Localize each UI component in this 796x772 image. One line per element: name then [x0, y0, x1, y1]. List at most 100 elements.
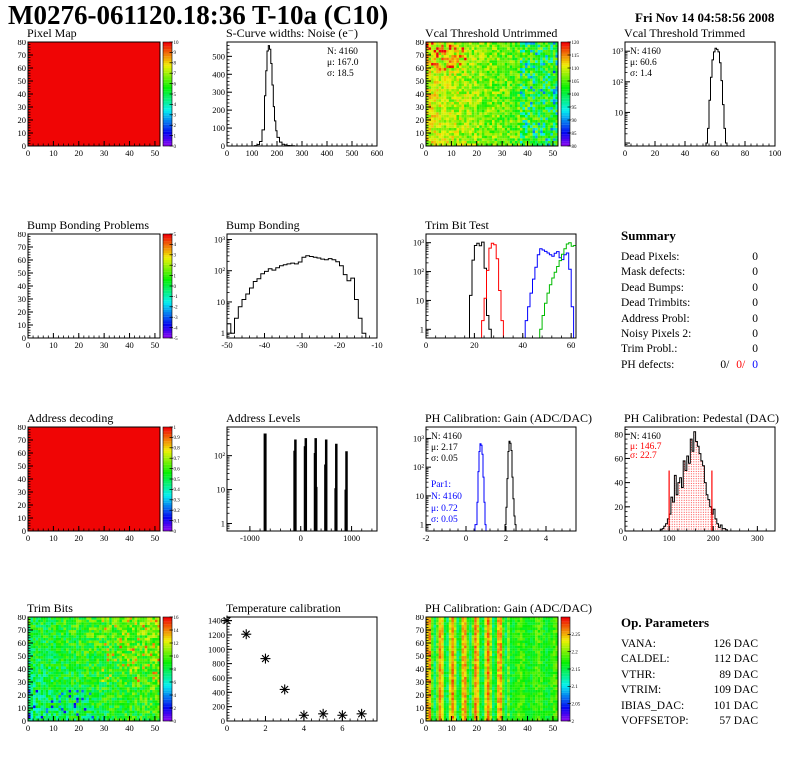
- svg-text:40: 40: [681, 148, 690, 158]
- svg-text:50: 50: [18, 76, 27, 86]
- svg-text:100: 100: [769, 148, 782, 158]
- trim_bits-x-axis: 0 10 20 30 40 50: [26, 716, 161, 733]
- plot-bump-bonding-problems: Bump Bonding Problems 0 10 20 30 40 50 0 10 20 30…: [0, 218, 199, 370]
- svg-text:50: 50: [151, 340, 160, 350]
- svg-text:0: 0: [22, 333, 26, 343]
- ph_gain_hist-series-1: [426, 443, 576, 532]
- svg-text:120: 120: [572, 41, 580, 46]
- svg-text:60: 60: [416, 63, 425, 73]
- svg-text:0: 0: [225, 148, 229, 158]
- summary-row: Dead Bumps: 0: [621, 281, 758, 296]
- svg-text:4: 4: [174, 243, 177, 248]
- svg-text:0.6: 0.6: [174, 467, 181, 472]
- op-param-value: 112 DAC: [714, 653, 758, 666]
- svg-text:20: 20: [18, 115, 27, 125]
- op-param-label: IBIAS_DAC:: [621, 699, 685, 712]
- svg-text:3: 3: [174, 114, 177, 119]
- ph-defects-black: 0/: [720, 358, 730, 371]
- summary-row: Dead Trimbits: 0: [621, 296, 758, 311]
- plot-title: PH Calibration: Gain (ADC/DAC): [425, 601, 592, 615]
- vcal_trimmed-stats-line: μ: 60.6: [630, 58, 657, 68]
- summary-label: Noisy Pixels 2:: [621, 328, 692, 341]
- svg-text:70: 70: [18, 50, 27, 60]
- summary-label: Address Probl:: [621, 312, 690, 325]
- svg-text:20: 20: [416, 115, 425, 125]
- svg-text:10²: 10²: [612, 77, 624, 87]
- bump_bonding-y-axis: 1 10 10² 10³: [214, 234, 232, 339]
- ph_gain_map-colorbar: 22.052.12.152.22.25: [560, 616, 581, 725]
- svg-text:-10: -10: [371, 340, 382, 350]
- svg-text:10: 10: [49, 533, 58, 543]
- address_levels-y-axis: 1 10 10²: [214, 426, 232, 532]
- plot-pixel-map: Pixel Map 0 10 20 30 40 50 0 10 20 30 40 50 60 70 80 0 1…: [0, 26, 199, 178]
- plot-temperature-calibration: Temperature calibration 0 2 4 6 0 200 400 600 80…: [199, 601, 398, 753]
- bump_problems-x-axis: 0 10 20 30 40 50: [26, 333, 161, 350]
- pixel_map-colorbar: 0 1 2 3 4 5 6 7 8 9 10: [162, 41, 179, 150]
- bump_problems-y-axis: 0 10 20 30 40 50 60 70 80: [18, 232, 33, 343]
- ph_pedestal-stats-line: σ: 22.7: [630, 451, 657, 461]
- svg-text:2: 2: [174, 264, 177, 269]
- vcal-untrimmed-canvas: 0 10 20 30 40 50 0 10 20 30 40 50 60 70 80 80 85 90 95 100 1…: [416, 40, 580, 158]
- ph_pedestal-y-axis: 0 20 40 60 80: [615, 429, 630, 536]
- svg-text:20: 20: [651, 148, 660, 158]
- scurve-stats-line: σ: 18.5: [327, 69, 354, 79]
- plot-title: Bump Bonding Problems: [27, 218, 150, 232]
- svg-text:500: 500: [346, 148, 359, 158]
- svg-text:20: 20: [75, 533, 84, 543]
- trim_bit_test-series-3: [426, 242, 576, 339]
- svg-text:0.3: 0.3: [174, 499, 181, 504]
- svg-text:60: 60: [18, 255, 27, 265]
- svg-text:10: 10: [49, 340, 58, 350]
- scurve-series-0: [254, 45, 377, 147]
- summary-title: Summary: [621, 228, 676, 243]
- svg-text:0: 0: [26, 148, 30, 158]
- svg-text:80: 80: [18, 40, 27, 47]
- op-param-label: VOFFSETOP:: [621, 715, 689, 728]
- svg-text:20: 20: [473, 148, 482, 158]
- ph_pedestal-x-axis: 0 100 200 300: [623, 526, 776, 543]
- summary-value: 0: [752, 297, 758, 310]
- plot-vcal-trimmed: Vcal Threshold Trimmed 0 20 40 60 80 100 10 10²…: [597, 26, 796, 178]
- svg-text:80: 80: [18, 425, 27, 432]
- svg-text:40: 40: [125, 340, 134, 350]
- svg-text:0: 0: [619, 526, 623, 536]
- plot-title: PH Calibration: Pedestal (DAC): [624, 411, 779, 425]
- ph_gain_map-heatmap: [426, 617, 559, 722]
- svg-text:0.8: 0.8: [174, 447, 181, 452]
- svg-text:50: 50: [549, 148, 558, 158]
- vcal_trimmed-series-0: [705, 47, 775, 147]
- plot-ph-gain-hist: PH Calibration: Gain (ADC/DAC) -2 0 2 4 1 10 1…: [398, 411, 597, 563]
- op-param-row: VOFFSETOP: 57 DAC: [621, 714, 758, 729]
- op-param-label: VANA:: [621, 638, 656, 650]
- svg-text:1: 1: [174, 426, 177, 431]
- svg-text:80: 80: [416, 40, 425, 47]
- svg-text:70: 70: [416, 50, 425, 60]
- trim_bit_test-series-1: [481, 242, 576, 339]
- pixel_map-plot: 0 10 20 30 40 50 0 10 20 30 40 50 60 70 80 0 1 2 3 4 5 6 7 8 9 10: [18, 40, 180, 158]
- pixel-map-canvas: 0 10 20 30 40 50 0 10 20 30 40 50 60 70 80 0 1 2 3 4 5 6 7 8 9 10: [18, 40, 180, 158]
- svg-text:40: 40: [519, 340, 528, 350]
- svg-text:0.5: 0.5: [174, 478, 181, 483]
- svg-text:10: 10: [49, 148, 58, 158]
- svg-text:10: 10: [18, 320, 27, 330]
- op-parameters-panel: Op. Parameters VANA: 126 DAC CALDEL: 112 D…: [621, 615, 758, 729]
- op-param-value: 89 DAC: [719, 668, 758, 681]
- trim_bit_test-x-axis: 0 20 40 60: [424, 333, 575, 350]
- summary-row: Address Probl: 0: [621, 312, 758, 327]
- svg-text:0: 0: [22, 141, 26, 151]
- plot-title: Vcal Threshold Untrimmed: [425, 26, 558, 40]
- svg-text:95: 95: [572, 106, 578, 111]
- pixel_map-y-axis: 0 10 20 30 40 50 60 70 80: [18, 40, 33, 151]
- vcal_untrimmed-heatmap: [426, 42, 559, 147]
- svg-text:0: 0: [424, 148, 428, 158]
- scurve-stats-line: μ: 167.0: [327, 58, 359, 68]
- ph_pedestal-stats-line: μ: 146.7: [630, 442, 662, 452]
- svg-text:-4: -4: [174, 326, 179, 331]
- svg-text:100: 100: [663, 533, 676, 543]
